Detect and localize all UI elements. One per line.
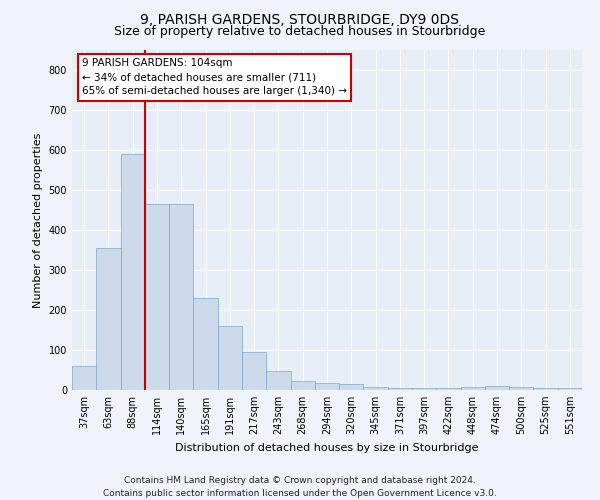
Text: Size of property relative to detached houses in Stourbridge: Size of property relative to detached ho… [115,25,485,38]
Bar [96,248,121,390]
Bar [364,387,388,390]
Bar [558,388,582,390]
Bar [485,386,509,390]
Text: 9, PARISH GARDENS, STOURBRIDGE, DY9 0DS: 9, PARISH GARDENS, STOURBRIDGE, DY9 0DS [140,12,460,26]
Bar [315,383,339,390]
Text: Contains HM Land Registry data © Crown copyright and database right 2024.
Contai: Contains HM Land Registry data © Crown c… [103,476,497,498]
Bar [72,366,96,390]
Bar [533,388,558,390]
Bar [169,204,193,390]
Bar [218,326,242,390]
Bar [436,388,461,390]
Y-axis label: Number of detached properties: Number of detached properties [33,132,43,308]
Bar [461,387,485,390]
Bar [388,388,412,390]
Bar [193,298,218,390]
Bar [509,387,533,390]
Bar [242,352,266,390]
Text: 9 PARISH GARDENS: 104sqm
← 34% of detached houses are smaller (711)
65% of semi-: 9 PARISH GARDENS: 104sqm ← 34% of detach… [82,58,347,96]
Bar [290,381,315,390]
Bar [121,154,145,390]
Bar [339,384,364,390]
Bar [145,204,169,390]
X-axis label: Distribution of detached houses by size in Stourbridge: Distribution of detached houses by size … [175,442,479,452]
Bar [266,371,290,390]
Bar [412,388,436,390]
